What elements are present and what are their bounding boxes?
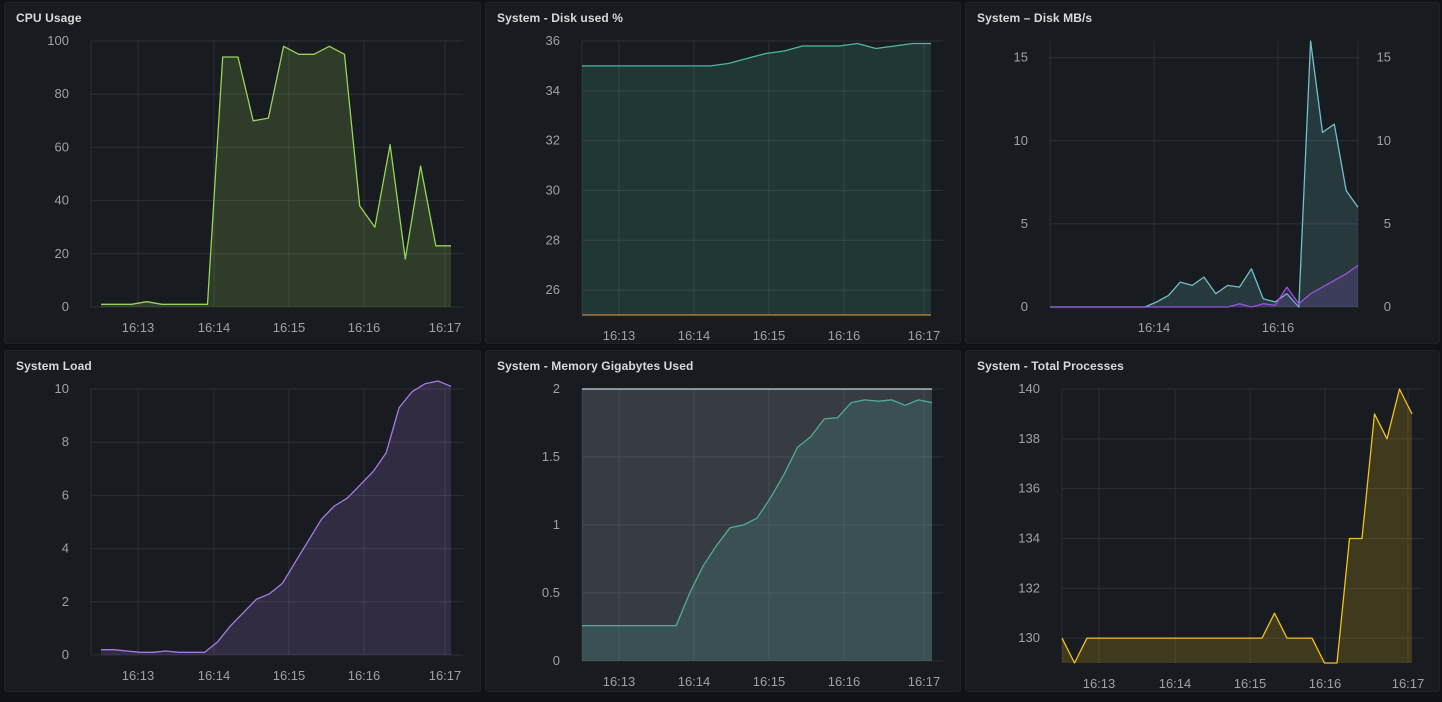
x-tick-label: 16:15 xyxy=(1234,676,1267,691)
panel-total-processes[interactable]: System - Total Processes 130 132 134 136 138… xyxy=(965,350,1440,692)
series-line xyxy=(582,42,931,67)
y-tick-label-right: 0 xyxy=(1384,299,1391,314)
panel-title[interactable]: System - Total Processes xyxy=(977,359,1124,373)
x-tick-label: 16:15 xyxy=(273,668,306,683)
panel-title[interactable]: CPU Usage xyxy=(16,11,82,25)
y-tick-label: 100 xyxy=(47,33,69,48)
x-tick-label: 16:14 xyxy=(1138,320,1171,335)
y-tick-label: 1.5 xyxy=(542,449,560,464)
y-tick-label: 0 xyxy=(62,647,69,662)
y-tick-label: 10 xyxy=(1014,133,1028,148)
panel-system-load[interactable]: System Load 0 2 4 6 8 10 16:13 16:14 16:15 16:16 1… xyxy=(4,350,481,692)
series-area xyxy=(1062,389,1412,663)
y-tick-label: 6 xyxy=(62,487,69,502)
y-tick-label-right: 15 xyxy=(1377,50,1391,65)
series-area xyxy=(582,43,931,315)
x-tick-label: 16:17 xyxy=(429,668,462,683)
panel-disk-mbs[interactable]: System – Disk MB/s 0 5 10 15 0 5 10 15 16:14 16:1… xyxy=(965,2,1440,344)
series-line xyxy=(1050,264,1359,308)
y-tick-label: 15 xyxy=(1014,50,1028,65)
panel-title[interactable]: System – Disk MB/s xyxy=(977,11,1093,25)
y-tick-label-right: 5 xyxy=(1384,216,1391,231)
y-tick-label: 20 xyxy=(55,246,69,261)
x-tick-label: 16:13 xyxy=(122,668,155,683)
x-tick-label: 16:17 xyxy=(1392,676,1425,691)
x-tick-label: 16:13 xyxy=(603,674,636,689)
y-tick-label: 130 xyxy=(1018,630,1040,645)
panel-title[interactable]: System - Memory Gigabytes Used xyxy=(497,359,694,373)
y-tick-label: 140 xyxy=(1018,381,1040,396)
x-tick-label: 16:16 xyxy=(348,320,381,335)
y-tick-label: 40 xyxy=(55,193,69,208)
panel-disk-used[interactable]: System - Disk used % 26 28 30 32 34 36 16:13 16… xyxy=(485,2,961,344)
y-tick-label: 32 xyxy=(546,133,560,148)
y-tick-label: 36 xyxy=(546,33,560,48)
y-tick-label: 28 xyxy=(546,232,560,247)
x-tick-label: 16:15 xyxy=(753,328,786,343)
panel-memory-used[interactable]: System - Memory Gigabytes Used 0 0.5 1 1.5 2… xyxy=(485,350,961,692)
y-tick-label: 0 xyxy=(553,653,560,668)
series-line xyxy=(101,380,452,653)
x-tick-label: 16:17 xyxy=(908,328,941,343)
series-area xyxy=(582,399,932,661)
y-tick-label: 4 xyxy=(62,541,69,556)
system-load-chart: 0 2 4 6 8 10 16:13 16:14 16:15 16:16 16:17 xyxy=(55,380,463,683)
y-tick-label: 0 xyxy=(62,299,69,314)
cpu-usage-chart: 0 20 40 60 80 100 16:13 16:14 16:15 16:16 16:17 xyxy=(47,33,463,335)
panel-title[interactable]: System - Disk used % xyxy=(497,11,624,25)
series-area xyxy=(101,46,451,308)
x-tick-label: 16:14 xyxy=(1159,676,1192,691)
memory-used-chart: 0 0.5 1 1.5 2 16:13 16:14 16:15 16:16 16:17 xyxy=(542,381,943,689)
y-tick-label: 134 xyxy=(1018,530,1040,545)
x-tick-label: 16:15 xyxy=(273,320,306,335)
series-area xyxy=(582,389,932,661)
x-tick-label: 16:13 xyxy=(122,320,155,335)
x-tick-label: 16:17 xyxy=(429,320,462,335)
x-tick-label: 16:16 xyxy=(1262,320,1295,335)
x-tick-label: 16:15 xyxy=(753,674,786,689)
x-tick-label: 16:16 xyxy=(348,668,381,683)
y-tick-label: 0 xyxy=(1021,299,1028,314)
panel-title[interactable]: System Load xyxy=(16,359,92,373)
y-tick-label: 34 xyxy=(546,83,560,98)
disk-used-chart: 26 28 30 32 34 36 16:13 16:14 16:15 16:16 16:17 xyxy=(546,33,943,343)
series-area xyxy=(101,381,451,655)
x-tick-label: 16:16 xyxy=(828,328,861,343)
y-tick-label-right: 10 xyxy=(1377,133,1391,148)
y-tick-label: 30 xyxy=(546,182,560,197)
total-processes-chart: 130 132 134 136 138 140 16:13 16:14 16:15 16:16 16… xyxy=(1018,381,1425,691)
x-tick-label: 16:14 xyxy=(198,320,231,335)
y-tick-label: 132 xyxy=(1018,580,1040,595)
x-tick-label: 16:14 xyxy=(678,328,711,343)
y-tick-label: 2 xyxy=(553,381,560,396)
y-tick-label: 1 xyxy=(553,517,560,532)
x-tick-label: 16:13 xyxy=(603,328,636,343)
y-tick-label: 0.5 xyxy=(542,585,560,600)
series-line xyxy=(582,399,933,627)
y-tick-label: 2 xyxy=(62,594,69,609)
disk-mbs-chart: 0 5 10 15 0 5 10 15 16:14 16:16 xyxy=(1014,40,1391,335)
y-tick-label: 8 xyxy=(62,434,69,449)
series-area xyxy=(1050,41,1358,307)
x-tick-label: 16:13 xyxy=(1083,676,1116,691)
panel-cpu-usage[interactable]: CPU Usage 0 20 40 60 80 100 16:13 16:14 16:15 16:… xyxy=(4,2,481,344)
y-tick-label: 80 xyxy=(55,86,69,101)
series-line xyxy=(101,45,451,305)
y-tick-label: 136 xyxy=(1018,481,1040,496)
x-tick-label: 16:14 xyxy=(198,668,231,683)
y-tick-label: 5 xyxy=(1021,216,1028,231)
x-tick-label: 16:17 xyxy=(908,674,941,689)
x-tick-label: 16:14 xyxy=(678,674,711,689)
y-tick-label: 60 xyxy=(55,139,69,154)
y-tick-label: 26 xyxy=(546,282,560,297)
series-line xyxy=(1061,388,1413,664)
y-tick-label: 10 xyxy=(55,381,69,396)
x-tick-label: 16:16 xyxy=(828,674,861,689)
x-tick-label: 16:16 xyxy=(1309,676,1342,691)
y-tick-label: 138 xyxy=(1018,431,1040,446)
